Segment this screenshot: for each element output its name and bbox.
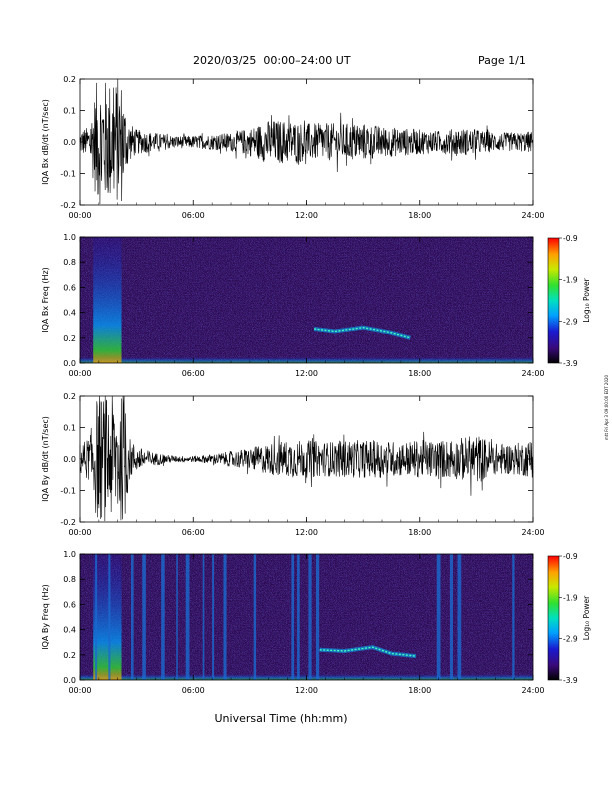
- by-spectrogram-panel: 00:00 06:00 12:00 18:00 24:00 0.0 0.2 0.4 0.6 0.8…: [41, 550, 591, 695]
- x-tick-label: 00:00: [68, 369, 91, 378]
- y-tick-label: 0.2: [63, 392, 76, 401]
- colorbar-label: Log₁₀ Power: [582, 595, 591, 640]
- x-tick-label: 24:00: [521, 211, 544, 220]
- by-spectrogram-noise-2: [80, 554, 533, 680]
- broadband-stripe: [315, 554, 320, 680]
- signal-trace: [79, 78, 534, 204]
- y-tick-label: 0.0: [63, 138, 76, 147]
- y-tick-label: 0.2: [63, 334, 76, 343]
- broadband-stripe: [212, 554, 215, 680]
- x-tick-label: 12:00: [295, 211, 318, 220]
- colorbar-tick-label: -2.9: [563, 317, 578, 326]
- y-tick-label: 0.6: [63, 283, 76, 292]
- y-tick-label: 0.4: [63, 626, 76, 635]
- tonal-band-core: [314, 326, 411, 339]
- y-tick-label: 0.2: [63, 75, 76, 84]
- bx-spectrogram-noise-2: [80, 237, 533, 363]
- broadband-stripe: [223, 554, 227, 680]
- broadband-stripe: [291, 554, 295, 680]
- broadband-stripe: [202, 554, 205, 680]
- x-tick-label: 06:00: [182, 686, 205, 695]
- broadband-stripe: [176, 554, 178, 680]
- x-tick-label: 00:00: [68, 686, 91, 695]
- x-tick-label: 06:00: [182, 211, 205, 220]
- y-tick-label: 0.4: [63, 309, 76, 318]
- broadband-stripe: [185, 554, 190, 680]
- x-axis-label: Universal Time (hh:mm): [215, 712, 348, 725]
- y-tick-label: 0.1: [63, 107, 76, 116]
- x-tick-label: 18:00: [408, 369, 431, 378]
- x-tick-label: 12:00: [295, 686, 318, 695]
- broadband-stripe: [436, 554, 441, 680]
- y-tick-label: -0.1: [60, 487, 76, 496]
- broadband-stripe: [253, 554, 257, 680]
- page-title: 2020/03/25 00:00–24:00 UT: [193, 54, 351, 67]
- colorbar-tick-label: -1.9: [563, 276, 578, 285]
- x-tick-label: 24:00: [521, 686, 544, 695]
- y-tick-label: -0.1: [60, 170, 76, 179]
- storm-burst: [93, 554, 122, 680]
- y-tick-label: 0.0: [63, 455, 76, 464]
- x-tick-label: 24:00: [521, 528, 544, 537]
- x-tick-label: 24:00: [521, 369, 544, 378]
- x-tick-label: 18:00: [408, 528, 431, 537]
- broadband-stripe: [95, 554, 98, 680]
- y-tick-label: -0.2: [60, 518, 76, 527]
- y-tick-label: 1.0: [63, 233, 76, 242]
- y-tick-label: 0.0: [63, 676, 76, 685]
- x-tick-label: 12:00: [295, 369, 318, 378]
- y-tick-label: 1.0: [63, 550, 76, 559]
- x-tick-label: 18:00: [408, 211, 431, 220]
- broadband-stripe: [108, 554, 111, 680]
- y-tick-label: 0.6: [63, 600, 76, 609]
- y-tick-label: -0.2: [60, 201, 76, 210]
- page-number: Page 1/1: [478, 54, 526, 67]
- y-tick-label: 0.0: [63, 359, 76, 368]
- broadband-stripe: [142, 554, 146, 680]
- bx-colorbar: [547, 237, 560, 364]
- y-axis-label: IQA By Freq (Hz): [41, 584, 50, 650]
- x-tick-label: 12:00: [295, 528, 318, 537]
- colorbar-tick-label: -1.9: [563, 593, 578, 602]
- bx-dbdt-panel: 00:00 06:00 12:00 18:00 24:00 -0.2 -0.1 0.0 0.1 0…: [41, 75, 545, 220]
- y-axis-label: IQA Bx Freq (Hz): [41, 267, 50, 333]
- bx-spectrogram-panel: 00:00 06:00 12:00 18:00 24:00 0.0 0.2 0.4 0.6 0.8…: [41, 233, 591, 378]
- y-tick-label: 0.8: [63, 258, 76, 267]
- broadband-stripe: [457, 554, 462, 680]
- broadband-stripe: [130, 554, 134, 680]
- broadband-stripe: [308, 554, 312, 680]
- tonal-band-core: [319, 646, 417, 657]
- storm-burst: [93, 237, 122, 363]
- y-tick-label: 0.8: [63, 575, 76, 584]
- x-tick-label: 00:00: [68, 211, 91, 220]
- colorbar-tick-label: -3.9: [563, 359, 578, 368]
- x-tick-label: 18:00: [408, 686, 431, 695]
- y-axis-label: IQA By dB/dt (nT/sec): [41, 416, 50, 502]
- broadband-stripe: [161, 554, 165, 680]
- signal-trace: [79, 395, 534, 522]
- x-tick-label: 00:00: [68, 528, 91, 537]
- colorbar-tick-label: -3.9: [563, 676, 578, 685]
- colorbar-tick-label: -2.9: [563, 635, 578, 644]
- by-colorbar: [547, 555, 560, 681]
- x-tick-label: 06:00: [182, 528, 205, 537]
- colorbar-label: Log₁₀ Power: [582, 277, 591, 322]
- broadband-stripe: [512, 554, 515, 680]
- broadband-stripe: [297, 554, 300, 680]
- by-dbdt-panel: 00:00 06:00 12:00 18:00 24:00 -0.2 -0.1 0.0 0.1 0…: [41, 392, 545, 537]
- y-tick-label: 0.1: [63, 424, 76, 433]
- y-axis-label: IQA Bx dB/dt (nT/sec): [41, 99, 50, 185]
- broadband-stripe: [449, 554, 453, 680]
- y-tick-label: 0.2: [63, 651, 76, 660]
- colorbar-tick-label: -0.9: [563, 234, 578, 243]
- colorbar-tick-label: -0.9: [563, 552, 578, 561]
- x-tick-label: 06:00: [182, 369, 205, 378]
